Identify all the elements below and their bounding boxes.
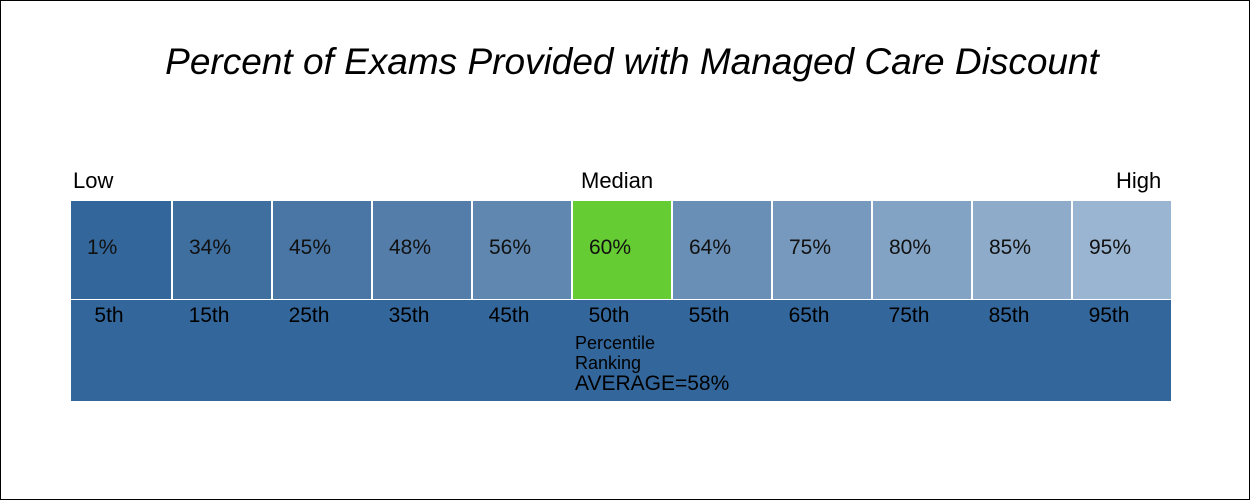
low-label: Low: [73, 168, 114, 193]
percentile-cell-45th: 56%: [471, 201, 571, 299]
high-label: High: [1116, 168, 1162, 193]
cell-value: 95%: [1089, 236, 1132, 259]
average-label: AVERAGE=58%: [575, 372, 730, 395]
percentile-tick-label: 65th: [788, 304, 830, 327]
cell-value: 64%: [689, 236, 732, 259]
percentile-tick-label: 35th: [388, 304, 430, 327]
percentile-tick-label: 15th: [188, 304, 230, 327]
percentile-cell-65th: 75%: [771, 201, 871, 299]
percentile-cell-5th: 1%: [71, 201, 171, 299]
cell-value: 60%: [589, 236, 632, 259]
percentile-tick-label: 75th: [888, 304, 930, 327]
band-label-ranking: Ranking: [575, 353, 642, 373]
band-label-percentile: Percentile: [575, 333, 656, 353]
cell-value: 56%: [489, 236, 532, 259]
percentile-tick-label: 95th: [1088, 304, 1130, 327]
percentile-cell-35th: 48%: [371, 201, 471, 299]
percentile-cell-55th: 64%: [671, 201, 771, 299]
cell-value: 1%: [87, 236, 118, 259]
percentile-tick-label: 50th: [588, 304, 630, 327]
percentile-cell-25th: 45%: [271, 201, 371, 299]
percentile-cell-85th: 85%: [971, 201, 1071, 299]
median-label: Median: [581, 168, 654, 193]
percentile-tick-label: 5th: [94, 304, 124, 327]
percentile-ranking-band: Percentile Ranking AVERAGE=58% 5th 15th 25…: [71, 300, 1171, 401]
cell-value: 75%: [789, 236, 832, 259]
percentile-cell-95th: 95%: [1071, 201, 1171, 299]
cell-value: 45%: [289, 236, 332, 259]
percentile-tick-label: 45th: [488, 304, 530, 327]
percentile-cell-15th: 34%: [171, 201, 271, 299]
percentile-cell-75th: 80%: [871, 201, 971, 299]
chart-title: Percent of Exams Provided with Managed C…: [165, 41, 1099, 82]
cell-value: 48%: [389, 236, 432, 259]
percentile-cell-50th: 60%: [571, 201, 671, 299]
percentile-tick-label: 25th: [288, 304, 330, 327]
cell-value: 80%: [889, 236, 932, 259]
cell-value: 85%: [989, 236, 1032, 259]
cell-value: 34%: [189, 236, 232, 259]
percentile-tick-label: 55th: [688, 304, 730, 327]
percentile-tick-label: 85th: [988, 304, 1030, 327]
percentile-value-strip: 1% 34% 45% 48% 56% 60% 64% 75% 80% 85% 95%: [71, 201, 1171, 299]
